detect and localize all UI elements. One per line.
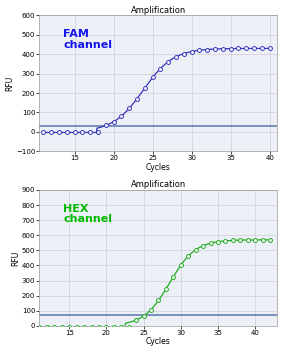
Text: FAM
channel: FAM channel (63, 29, 112, 50)
Y-axis label: RFU: RFU (11, 250, 20, 265)
Title: Amplification: Amplification (131, 180, 186, 189)
Title: Amplification: Amplification (131, 6, 186, 14)
Y-axis label: RFU: RFU (6, 76, 14, 91)
X-axis label: Cycles: Cycles (146, 163, 171, 172)
X-axis label: Cycles: Cycles (146, 338, 171, 346)
Text: HEX
channel: HEX channel (63, 203, 112, 224)
